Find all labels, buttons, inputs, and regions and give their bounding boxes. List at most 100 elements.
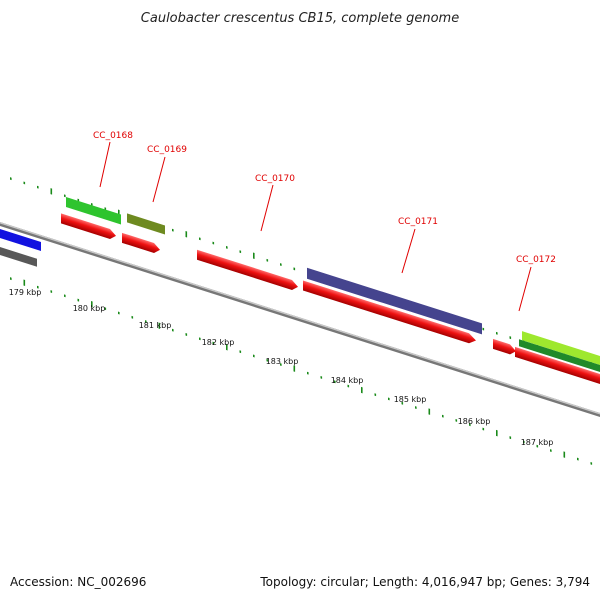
minor-tick: [442, 414, 444, 418]
scale-label: 183 kbp: [266, 357, 299, 366]
gene-label[interactable]: CC_0168: [93, 131, 133, 141]
cds-arrow: [61, 213, 116, 240]
minor-tick: [334, 380, 336, 384]
minor-tick: [226, 245, 228, 249]
minor-tick: [212, 341, 215, 345]
cds-arrow: [493, 338, 516, 355]
scale-label: 184 kbp: [331, 376, 364, 385]
feature-purple: [307, 267, 482, 335]
minor-tick: [118, 311, 120, 315]
minor-tick: [374, 393, 377, 397]
gene-label-group: CC_0168 CC_0169 CC_0170 CC_0171 CC_0172: [93, 131, 556, 312]
major-tick: [50, 188, 53, 195]
feature-dark-gray: [0, 240, 37, 267]
minor-tick: [523, 440, 525, 444]
minor-tick: [536, 444, 539, 448]
minor-tick: [266, 358, 269, 362]
feature-green: [66, 197, 121, 225]
scale-label: 181 kbp: [139, 321, 172, 330]
minor-tick: [10, 177, 12, 181]
feature-light-green: [522, 331, 600, 365]
gene-label[interactable]: CC_0172: [516, 255, 556, 265]
minor-tick: [496, 331, 498, 335]
summary-text: Topology: circular; Length: 4,016,947 bp…: [259, 575, 590, 589]
minor-tick: [347, 384, 350, 388]
minor-tick: [212, 241, 215, 245]
minor-tick: [388, 397, 390, 401]
map-title: Caulobacter crescentus CB15, complete ge…: [141, 11, 459, 26]
major-tick: [91, 300, 93, 308]
major-tick: [158, 322, 161, 329]
minor-tick: [23, 181, 26, 185]
minor-tick: [131, 315, 134, 319]
minor-tick: [320, 376, 323, 379]
scale-labels: 179 kbp 180 kbp 181 kbp 182 kbp 183 kbp …: [9, 288, 554, 447]
major-tick: [361, 386, 363, 394]
minor-tick: [37, 185, 39, 189]
minor-tick: [239, 250, 242, 254]
minor-tick: [253, 354, 255, 358]
major-tick: [293, 365, 296, 372]
backbone: [0, 215, 600, 424]
gene-label[interactable]: CC_0170: [255, 174, 295, 184]
major-tick: [428, 408, 431, 415]
cds-arrow: [122, 232, 160, 254]
cds-arrow: [197, 249, 298, 290]
minor-tick: [469, 423, 471, 427]
minor-tick: [50, 290, 53, 293]
minor-tick: [293, 267, 296, 271]
minor-tick: [37, 285, 39, 289]
minor-tick: [590, 461, 593, 465]
minor-tick: [239, 350, 242, 354]
minor-tick: [64, 294, 66, 298]
minor-tick: [10, 277, 12, 281]
feature-blue: [0, 222, 41, 252]
accession-text: Accession: NC_002696: [10, 575, 146, 589]
minor-tick: [509, 336, 512, 340]
major-tick: [253, 252, 255, 260]
minor-tick: [280, 263, 282, 267]
scale-label: 180 kbp: [73, 304, 106, 313]
minor-tick: [401, 401, 404, 405]
major-tick: [23, 279, 26, 286]
map-track: [0, 177, 600, 465]
minor-tick: [415, 406, 417, 410]
minor-tick: [172, 328, 174, 332]
minor-tick: [199, 337, 201, 341]
minor-tick: [104, 307, 107, 311]
minor-tick: [199, 237, 201, 241]
major-tick: [563, 451, 566, 458]
minor-tick: [577, 457, 579, 461]
gene-label[interactable]: CC_0169: [147, 145, 187, 155]
major-tick: [226, 343, 228, 351]
inner-tick-track: [10, 277, 593, 465]
minor-tick: [266, 258, 269, 262]
cds-arrow: [303, 280, 476, 344]
minor-tick: [145, 320, 147, 324]
minor-tick: [509, 436, 512, 440]
minor-tick: [482, 427, 485, 431]
cds-arrows: [61, 213, 600, 384]
scale-label: 182 kbp: [202, 338, 235, 347]
gene-label[interactable]: CC_0171: [398, 217, 438, 227]
major-tick: [185, 231, 188, 238]
minor-tick: [482, 327, 485, 331]
minor-tick: [172, 228, 174, 232]
minor-tick: [185, 333, 188, 336]
minor-tick: [307, 371, 309, 375]
feature-blocks: [0, 197, 600, 372]
minor-tick: [77, 298, 80, 302]
cds-arrow: [515, 346, 600, 384]
scale-label: 185 kbp: [394, 395, 427, 404]
scale-label: 186 kbp: [458, 417, 491, 426]
scale-label: 179 kbp: [9, 288, 42, 297]
outer-tick-track: [10, 177, 593, 367]
major-tick: [496, 429, 498, 437]
minor-tick: [455, 418, 458, 422]
minor-tick: [550, 449, 552, 452]
feature-olive: [127, 213, 165, 235]
minor-tick: [280, 363, 282, 367]
minor-tick: [64, 194, 66, 198]
